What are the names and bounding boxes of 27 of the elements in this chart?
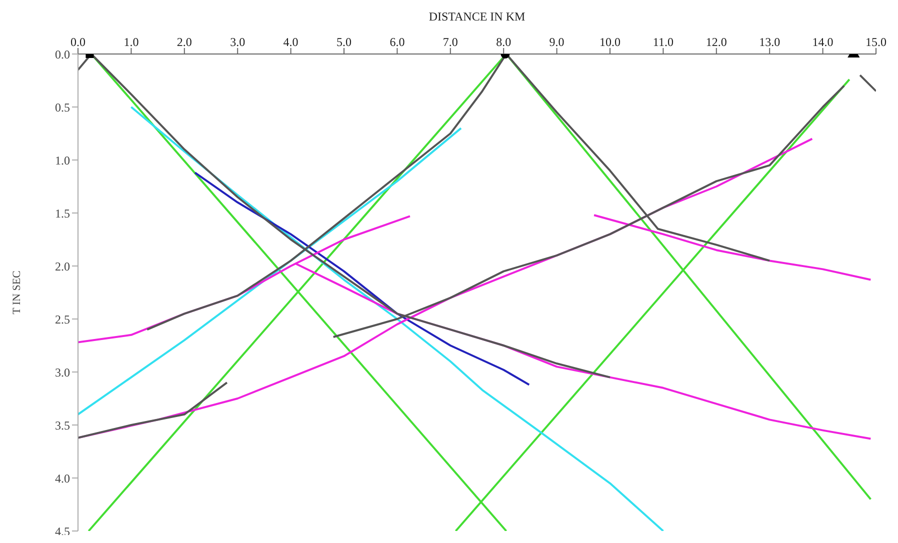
- x-tick-label: 1.0: [124, 35, 139, 49]
- y-axis-title: T IN SEC: [10, 270, 23, 314]
- y-tick-label: 0.0: [55, 47, 70, 62]
- y-tick-label: 2.5: [55, 312, 70, 326]
- y-tick-label: 1.5: [55, 206, 70, 220]
- x-tick-label: 3.0: [230, 35, 246, 49]
- x-tick-label: 13.0: [759, 35, 780, 49]
- x-tick-label: 2.0: [176, 35, 192, 49]
- x-axis-title: DISTANCE IN KM: [428, 10, 526, 24]
- y-tick-label: 2.0: [55, 259, 70, 274]
- y-tick-label: 3.5: [55, 418, 70, 432]
- x-tick-label: 7.0: [442, 35, 458, 49]
- x-tick-label: 10.0: [600, 35, 620, 49]
- x-tick-label: 6.0: [390, 35, 405, 49]
- x-tick-label: 5.0: [336, 35, 352, 49]
- x-tick-label: 11.0: [652, 35, 674, 49]
- x-tick-label: 9.0: [549, 35, 564, 49]
- x-tick-label: 12.0: [706, 35, 727, 49]
- y-tick-label: 4.0: [55, 471, 70, 486]
- x-tick-label: 0.0: [70, 35, 86, 49]
- x-tick-label: 15.0: [866, 35, 886, 49]
- x-tick-label: 14.0: [812, 35, 834, 49]
- y-tick-label: 1.0: [55, 153, 70, 168]
- x-tick-label: 4.0: [283, 35, 298, 49]
- y-tick-label: 3.0: [55, 365, 70, 380]
- y-tick-label: 0.5: [55, 100, 70, 114]
- x-tick-label: 8.0: [496, 35, 512, 49]
